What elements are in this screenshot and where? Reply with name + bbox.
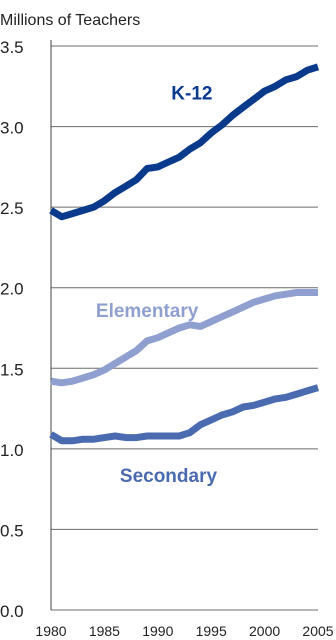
x-tick-label: 2005	[302, 623, 333, 639]
x-tick-label: 1990	[142, 623, 173, 639]
series-label-elementary: Elementary	[96, 301, 199, 322]
y-tick-label: 3.0	[0, 119, 24, 138]
series-label-secondary: Secondary	[120, 466, 218, 487]
x-tick-label: 1995	[196, 623, 227, 639]
y-tick-labels: 0.0 0.5 1.0 1.5 2.0 2.5 3.0 3.5	[0, 38, 24, 621]
series-lines	[49, 63, 320, 445]
x-tick-label: 2000	[249, 623, 280, 639]
y-axis-title: Millions of Teachers	[0, 12, 140, 29]
y-tick-label: 3.5	[0, 38, 24, 57]
x-tick-label: 1985	[89, 623, 120, 639]
series-labels: K-12 Elementary Secondary	[96, 83, 218, 487]
series-line-elementary	[50, 289, 318, 387]
series-line-secondary	[49, 384, 320, 445]
series-label-k-12: K-12	[171, 83, 212, 104]
x-tick-label: 1980	[35, 623, 66, 639]
y-tick-label: 1.0	[0, 441, 24, 460]
y-tick-label: 0.0	[0, 602, 24, 621]
y-tick-label: 2.0	[0, 280, 24, 299]
y-tick-label: 0.5	[0, 521, 24, 540]
y-tick-label: 2.5	[0, 199, 24, 218]
y-tick-label: 1.5	[0, 360, 24, 379]
x-tick-labels: 1980 1985 1990 1995 2000 2005	[35, 623, 333, 639]
series-line-k-12	[49, 63, 320, 221]
